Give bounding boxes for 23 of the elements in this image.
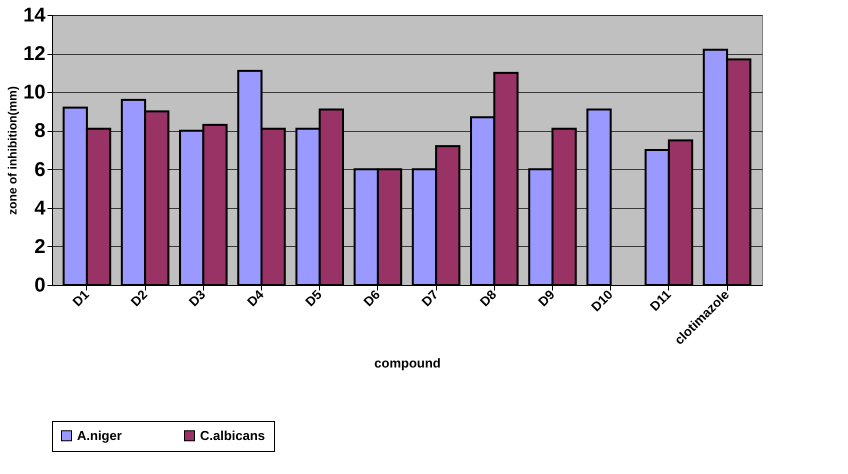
y-tick-label: 4: [34, 197, 46, 220]
x-tick-label: D3: [186, 286, 208, 310]
x-tick-label: D7: [418, 286, 442, 310]
y-tick-label: 12: [23, 43, 46, 66]
y-tick-label: 2: [34, 236, 46, 258]
x-tick-label: D9: [535, 286, 558, 310]
x-axis-title: compound: [374, 356, 441, 371]
legend-label: A.niger: [77, 428, 122, 443]
x-tick-label: D10: [588, 286, 616, 314]
y-tick-label: 6: [34, 158, 46, 181]
y-tick-label: 14: [23, 4, 46, 26]
x-tick-label: D1: [70, 286, 92, 310]
x-tick-label: D4: [244, 286, 267, 310]
x-tick-label: D5: [302, 286, 325, 310]
x-tick-label: D8: [476, 286, 500, 310]
x-tick-label: D11: [646, 286, 674, 314]
y-tick-label: 8: [34, 120, 46, 142]
y-tick-label: 0: [34, 274, 46, 296]
legend-label: C.albicans: [200, 428, 266, 443]
y-axis-title: zone of inhibition(mm): [5, 86, 20, 215]
x-tick-label: D6: [360, 286, 383, 310]
y-tick-label: 10: [23, 82, 46, 104]
x-tick-label: D2: [128, 286, 150, 310]
